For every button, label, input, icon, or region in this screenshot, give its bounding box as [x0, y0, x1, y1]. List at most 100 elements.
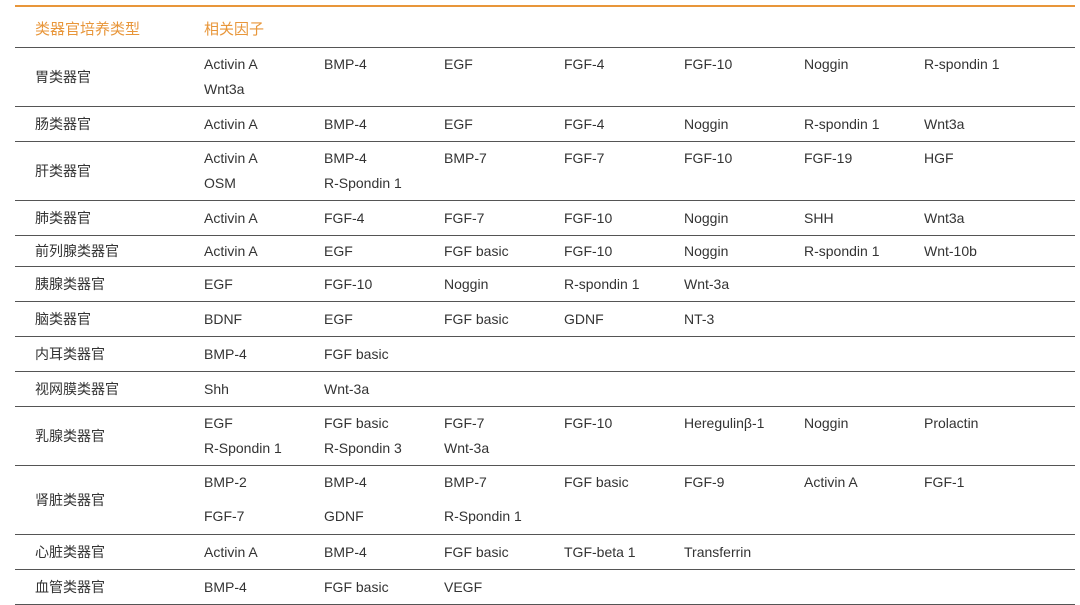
- factor-cell: Noggin: [804, 415, 849, 431]
- organoid-type-cell: 血管类器官: [35, 579, 105, 595]
- organoid-type-cell: 肾脏类器官: [35, 492, 105, 508]
- factor-cell: Wnt-10b: [924, 243, 977, 259]
- organoid-type-cell: 前列腺类器官: [35, 243, 119, 259]
- factor-cell: BMP-4: [324, 56, 367, 72]
- factor-cell: EGF: [324, 243, 353, 259]
- factor-cell: HGF: [924, 150, 954, 166]
- organoid-type-cell: 肺类器官: [35, 210, 91, 226]
- table-row: 前列腺类器官 Activin A EGF FGF basic FGF-10 Noggin R…: [15, 236, 1075, 267]
- organoid-type-cell: 乳腺类器官: [35, 428, 105, 444]
- factor-cell: FGF-10: [564, 415, 613, 431]
- table-row: 肝类器官 Activin A BMP-4 BMP-7 FGF-7 FGF-10 FGF-19…: [15, 142, 1075, 201]
- organoid-type-cell: 肝类器官: [35, 163, 91, 179]
- table-top-rule: [15, 5, 1075, 7]
- factor-cell: Wnt3a: [924, 116, 965, 132]
- factor-cell: BDNF: [204, 311, 243, 327]
- factor-cell: VEGF: [444, 579, 483, 595]
- factor-cell: FGF-7: [204, 508, 245, 524]
- factor-cell: FGF-4: [564, 116, 605, 132]
- factor-cell: BMP-4: [324, 544, 367, 560]
- factor-cell: FGF basic: [444, 243, 509, 259]
- factor-cell: SHH: [804, 210, 834, 226]
- factor-cell: TGF-beta 1: [564, 544, 636, 560]
- factor-cell: FGF basic: [564, 474, 629, 490]
- factor-cell: FGF-10: [564, 210, 613, 226]
- factor-cell: FGF-7: [444, 210, 485, 226]
- factor-cell: EGF: [324, 311, 353, 327]
- factor-cell: BMP-7: [444, 150, 487, 166]
- table-row: 血管类器官 BMP-4 FGF basic VEGF: [15, 570, 1075, 605]
- factor-cell: Wnt3a: [204, 81, 245, 97]
- factor-cell: BMP-4: [204, 579, 247, 595]
- organoid-type-cell: 心脏类器官: [35, 544, 105, 560]
- factor-cell: Activin A: [204, 210, 258, 226]
- factor-cell: BMP-7: [444, 474, 487, 490]
- factor-cell: FGF-1: [924, 474, 965, 490]
- table-row: 内耳类器官 BMP-4 FGF basic: [15, 337, 1075, 372]
- factor-cell: Activin A: [804, 474, 858, 490]
- factor-cell: FGF-10: [684, 150, 733, 166]
- table-row: 肠类器官 Activin A BMP-4 EGF FGF-4 Noggin R-spondi…: [15, 107, 1075, 142]
- table-row: 乳腺类器官 EGF FGF basic FGF-7 FGF-10 Heregulinβ-1…: [15, 407, 1075, 466]
- factor-cell: R-spondin 1: [804, 116, 880, 132]
- table-row: 心脏类器官 Activin A BMP-4 FGF basic TGF-beta 1 Tr…: [15, 535, 1075, 570]
- header-related-factors: 相关因子: [204, 21, 265, 38]
- factor-cell: Noggin: [804, 56, 849, 72]
- table-header: 类器官培养类型 相关因子: [15, 7, 1075, 48]
- table-body: 胃类器官 Activin A BMP-4 EGF FGF-4 FGF-10 Noggin R-…: [15, 48, 1075, 605]
- header-organoid-type: 类器官培养类型: [35, 21, 141, 38]
- factor-cell: FGF-9: [684, 474, 725, 490]
- factor-cell: EGF: [444, 116, 473, 132]
- factor-cell: BMP-2: [204, 474, 247, 490]
- factor-cell: Heregulinβ-1: [684, 415, 765, 431]
- factor-cell: Noggin: [444, 276, 489, 292]
- factor-cell: Wnt3a: [924, 210, 965, 226]
- organoid-factor-table: 类器官培养类型 相关因子 胃类器官 Activin A BMP-4 EGF FGF-4 F…: [15, 5, 1075, 605]
- factor-cell: FGF-10: [564, 243, 613, 259]
- factor-cell: Wnt-3a: [444, 440, 490, 456]
- factor-cell: Activin A: [204, 544, 258, 560]
- factor-cell: Wnt-3a: [684, 276, 730, 292]
- factor-cell: BMP-4: [324, 474, 367, 490]
- organoid-type-cell: 内耳类器官: [35, 346, 105, 362]
- factor-cell: GDNF: [564, 311, 604, 327]
- table-row: 胃类器官 Activin A BMP-4 EGF FGF-4 FGF-10 Noggin R-…: [15, 48, 1075, 107]
- factor-cell: R-Spondin 1: [444, 508, 522, 524]
- factor-cell: FGF basic: [444, 544, 509, 560]
- factor-cell: Noggin: [684, 243, 729, 259]
- factor-cell: Transferrin: [684, 544, 752, 560]
- table-row: 肾脏类器官 BMP-2 BMP-4 BMP-7 FGF basic FGF-9 Activi…: [15, 466, 1075, 535]
- factor-cell: R-Spondin 1: [324, 175, 402, 191]
- organoid-type-cell: 肠类器官: [35, 116, 91, 132]
- factor-cell: R-spondin 1: [924, 56, 1000, 72]
- factor-cell: Activin A: [204, 243, 258, 259]
- factor-cell: Prolactin: [924, 415, 979, 431]
- table-row: 胰腺类器官 EGF FGF-10 Noggin R-spondin 1 Wnt-3a: [15, 267, 1075, 302]
- factor-cell: Activin A: [204, 56, 258, 72]
- factor-cell: OSM: [204, 175, 236, 191]
- factor-cell: BMP-4: [204, 346, 247, 362]
- factor-cell: R-Spondin 3: [324, 440, 402, 456]
- factor-cell: FGF basic: [324, 579, 389, 595]
- factor-cell: FGF-7: [444, 415, 485, 431]
- factor-cell: EGF: [204, 276, 233, 292]
- factor-cell: R-spondin 1: [804, 243, 880, 259]
- factor-cell: BMP-4: [324, 150, 367, 166]
- factor-cell: Activin A: [204, 116, 258, 132]
- organoid-type-cell: 胃类器官: [35, 69, 91, 85]
- factor-cell: Noggin: [684, 116, 729, 132]
- factor-cell: FGF-10: [684, 56, 733, 72]
- factor-cell: NT-3: [684, 311, 715, 327]
- factor-cell: BMP-4: [324, 116, 367, 132]
- factor-cell: GDNF: [324, 508, 364, 524]
- factor-cell: Noggin: [684, 210, 729, 226]
- factor-cell: Wnt-3a: [324, 381, 370, 397]
- factor-cell: R-spondin 1: [564, 276, 640, 292]
- factor-cell: R-Spondin 1: [204, 440, 282, 456]
- organoid-type-cell: 胰腺类器官: [35, 276, 105, 292]
- factor-cell: FGF-10: [324, 276, 373, 292]
- table-row: 肺类器官 Activin A FGF-4 FGF-7 FGF-10 Noggin SHH Wn…: [15, 201, 1075, 236]
- factor-cell: FGF-19: [804, 150, 853, 166]
- factor-cell: FGF-4: [564, 56, 605, 72]
- factor-cell: Shh: [204, 381, 229, 397]
